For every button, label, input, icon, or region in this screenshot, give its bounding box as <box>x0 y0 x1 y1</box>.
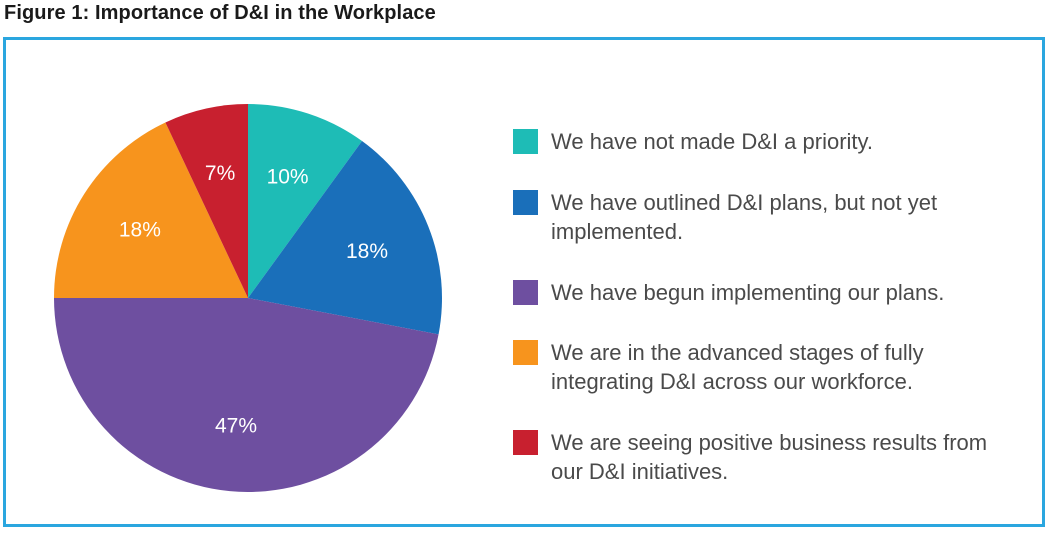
legend-item: We are seeing positive business results … <box>513 428 1011 486</box>
legend-item: We have begun implementing our plans. <box>513 278 1011 307</box>
legend-swatch <box>513 340 538 365</box>
slice-positive-results <box>165 104 248 298</box>
legend-label: We are in the advanced stages of fully i… <box>551 340 924 394</box>
legend-label: We are seeing positive business results … <box>551 430 988 484</box>
slice-not-priority <box>248 104 363 298</box>
slice-begun-implementing <box>54 298 439 492</box>
slice-value-label: 10% <box>267 165 309 188</box>
legend-label: We have begun implementing our plans. <box>551 280 945 305</box>
legend-swatch <box>513 430 538 455</box>
legend-item: We have outlined D&I plans, but not yet … <box>513 188 1011 246</box>
legend-item: We have not made D&I a priority. <box>513 127 1011 156</box>
slice-advanced-stages <box>54 122 248 299</box>
legend-label: We have not made D&I a priority. <box>551 129 873 154</box>
chart-frame: 10% 18% 47% 18% 7% We have not made D&I a pr… <box>3 37 1045 527</box>
slice-value-label: 47% <box>215 414 257 437</box>
pie-chart: 10% 18% 47% 18% 7% <box>54 104 442 492</box>
legend-swatch <box>513 280 538 305</box>
slice-value-label: 7% <box>205 162 235 185</box>
legend-item: We are in the advanced stages of fully i… <box>513 338 1011 396</box>
slice-value-label: 18% <box>346 240 388 263</box>
legend-label: We have outlined D&I plans, but not yet … <box>551 190 938 244</box>
legend-swatch <box>513 190 538 215</box>
slice-outlined-plans <box>248 141 442 335</box>
figure-title: Figure 1: Importance of D&I in the Workp… <box>4 2 436 24</box>
slice-value-label: 18% <box>119 218 161 241</box>
legend-swatch <box>513 129 538 154</box>
